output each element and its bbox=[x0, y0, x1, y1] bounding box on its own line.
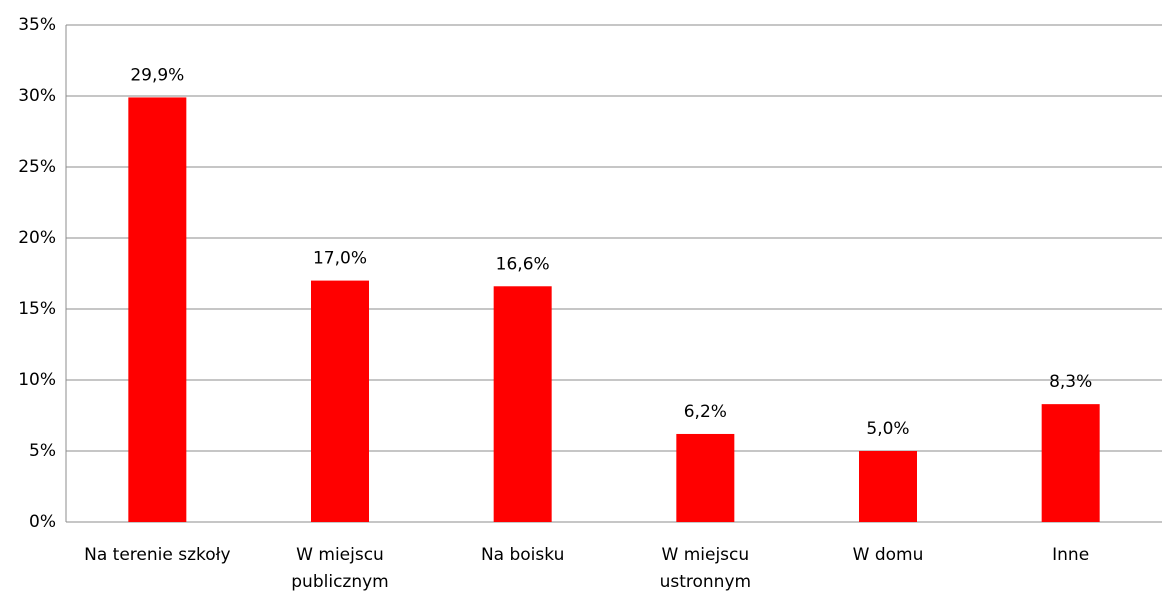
y-tick-label: 25% bbox=[18, 157, 56, 177]
value-label: 17,0% bbox=[313, 249, 367, 269]
value-label: 16,6% bbox=[496, 254, 550, 274]
x-tick-label: W miejscu publicznym bbox=[291, 545, 388, 592]
value-label: 8,3% bbox=[1049, 372, 1092, 392]
bar bbox=[128, 97, 187, 523]
bar bbox=[859, 451, 917, 522]
bar bbox=[493, 286, 552, 522]
x-tick-label: Inne bbox=[1052, 545, 1089, 565]
y-tick-label: 15% bbox=[18, 299, 56, 319]
x-tick-label: Na terenie szkoły bbox=[84, 545, 230, 565]
bar bbox=[1041, 404, 1100, 522]
y-tick-label: 5% bbox=[29, 441, 56, 461]
y-tick-label: 20% bbox=[18, 228, 56, 248]
x-tick-label: Na boisku bbox=[481, 545, 564, 565]
value-label: 6,2% bbox=[684, 402, 727, 422]
bar bbox=[676, 433, 735, 522]
y-tick-label: 0% bbox=[29, 512, 56, 532]
value-label: 29,9% bbox=[130, 65, 184, 85]
y-tick-label: 35% bbox=[18, 15, 56, 35]
value-label: 5,0% bbox=[866, 419, 909, 439]
y-tick-label: 30% bbox=[18, 86, 56, 106]
y-tick-label: 10% bbox=[18, 370, 56, 390]
x-tick-label: W domu bbox=[853, 545, 924, 565]
x-tick-label: W miejscu ustronnym bbox=[660, 545, 751, 592]
bar bbox=[311, 280, 369, 522]
